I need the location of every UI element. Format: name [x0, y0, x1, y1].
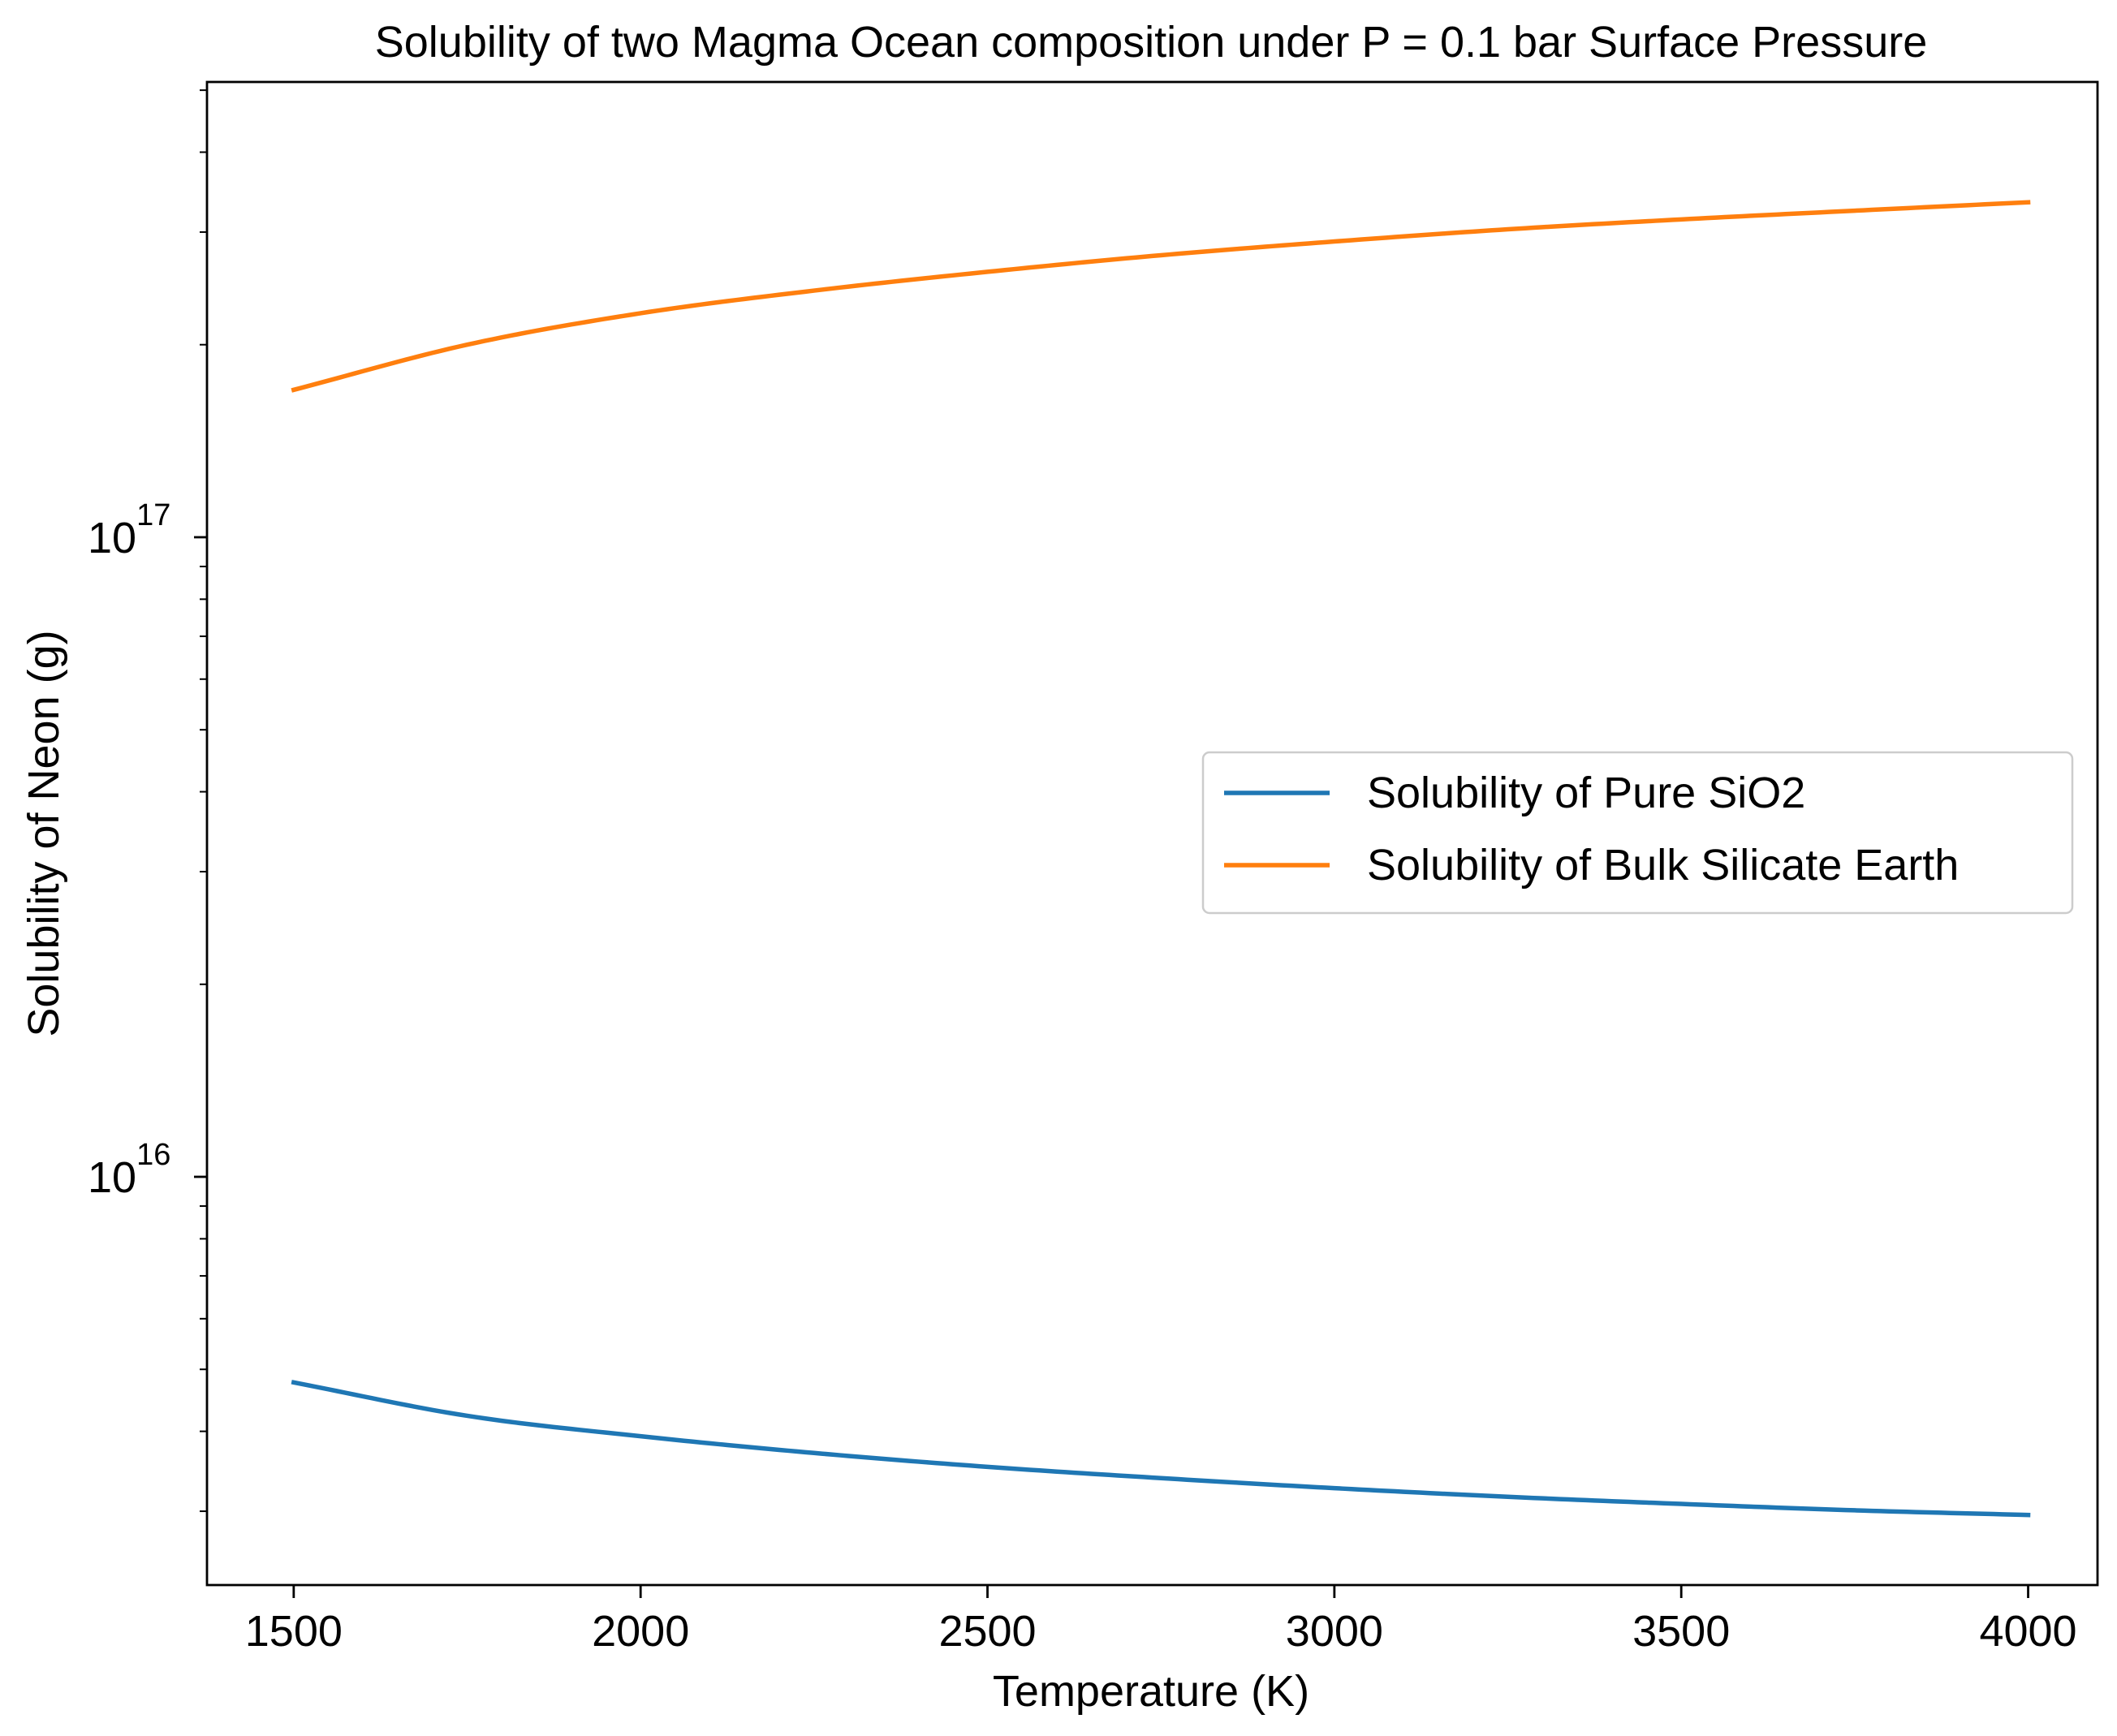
y-axis-label: Solubility of Neon (g): [19, 630, 68, 1036]
plot-frame: [205, 80, 2099, 1587]
x-tick-label: 3000: [1286, 1607, 1383, 1656]
plot-lines: [291, 200, 2031, 1518]
x-axis: 1500 2000 2500 3000 3500 4000: [245, 1585, 2077, 1656]
x-axis-label: Temperature (K): [993, 1667, 1309, 1716]
y-axis: 1016 1017: [88, 89, 207, 1513]
x-tick-label: 2000: [592, 1607, 689, 1656]
x-tick-label: 1500: [245, 1607, 343, 1656]
x-tick-label: 4000: [1979, 1607, 2076, 1656]
legend-label-pure-sio2: Solubility of Pure SiO2: [1367, 769, 1805, 817]
y-tick-label: 1017: [88, 498, 170, 562]
series-line-1: [291, 200, 2031, 393]
legend-label-bulk-silicate-earth: Solubility of Bulk Silicate Earth: [1367, 841, 1959, 890]
series-line-0: [291, 1380, 2031, 1518]
legend: Solubility of Pure SiO2 Solubility of Bu…: [1201, 751, 2074, 915]
x-tick-label: 2500: [938, 1607, 1036, 1656]
chart-title: Solubility of two Magma Ocean compositio…: [375, 18, 1928, 67]
y-tick-label: 1016: [88, 1138, 170, 1202]
x-tick-label: 3500: [1632, 1607, 1730, 1656]
legend-box: [1201, 751, 2074, 915]
